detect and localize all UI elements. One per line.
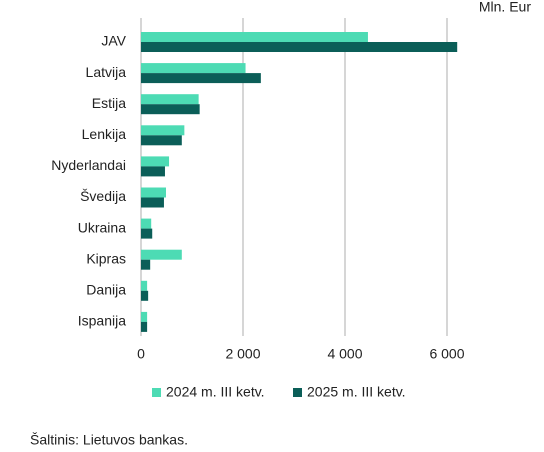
- unit-label: Mln. Eur: [479, 0, 531, 15]
- bar: [141, 218, 152, 229]
- bar: [141, 166, 165, 177]
- y-tick-label: Estija: [92, 95, 126, 111]
- legend-label: 2024 m. III ketv.: [166, 384, 265, 400]
- bar: [141, 42, 458, 52]
- y-tick-label: Nyderlandai: [51, 157, 126, 173]
- legend-label: 2025 m. III ketv.: [307, 384, 406, 400]
- bar: [141, 311, 148, 322]
- bar: [141, 290, 149, 301]
- bar: [141, 73, 261, 84]
- y-tick-label: Ukraina: [78, 219, 126, 235]
- bar: [141, 94, 199, 105]
- legend-swatch: [293, 388, 302, 397]
- bar: [141, 197, 164, 208]
- x-tick-label: 6 000: [429, 346, 464, 362]
- bar: [141, 187, 166, 198]
- bar: [141, 228, 153, 239]
- bar: [141, 321, 148, 332]
- bar: [141, 63, 246, 74]
- bar: [141, 135, 182, 146]
- bar: [141, 249, 182, 260]
- y-tick-label: Latvija: [86, 64, 127, 80]
- y-tick-label: JAV: [101, 33, 126, 49]
- x-tick-label: 2 000: [225, 346, 260, 362]
- x-tick-label: 4 000: [327, 346, 362, 362]
- y-tick-label: Švedija: [80, 188, 126, 204]
- y-tick-label: Danija: [86, 282, 126, 298]
- x-tick-label: 0: [137, 346, 145, 362]
- bar: [141, 125, 185, 136]
- legend-swatch: [152, 388, 161, 397]
- bar: [141, 156, 170, 167]
- bar: [141, 259, 151, 270]
- y-tick-label: Kipras: [86, 250, 126, 266]
- y-tick-label: Lenkija: [82, 126, 127, 142]
- y-tick-label: Ispanija: [78, 313, 126, 329]
- bar: [141, 104, 200, 115]
- bar: [141, 280, 148, 291]
- source-note: Šaltinis: Lietuvos bankas.: [30, 432, 188, 448]
- bar: [141, 32, 368, 42]
